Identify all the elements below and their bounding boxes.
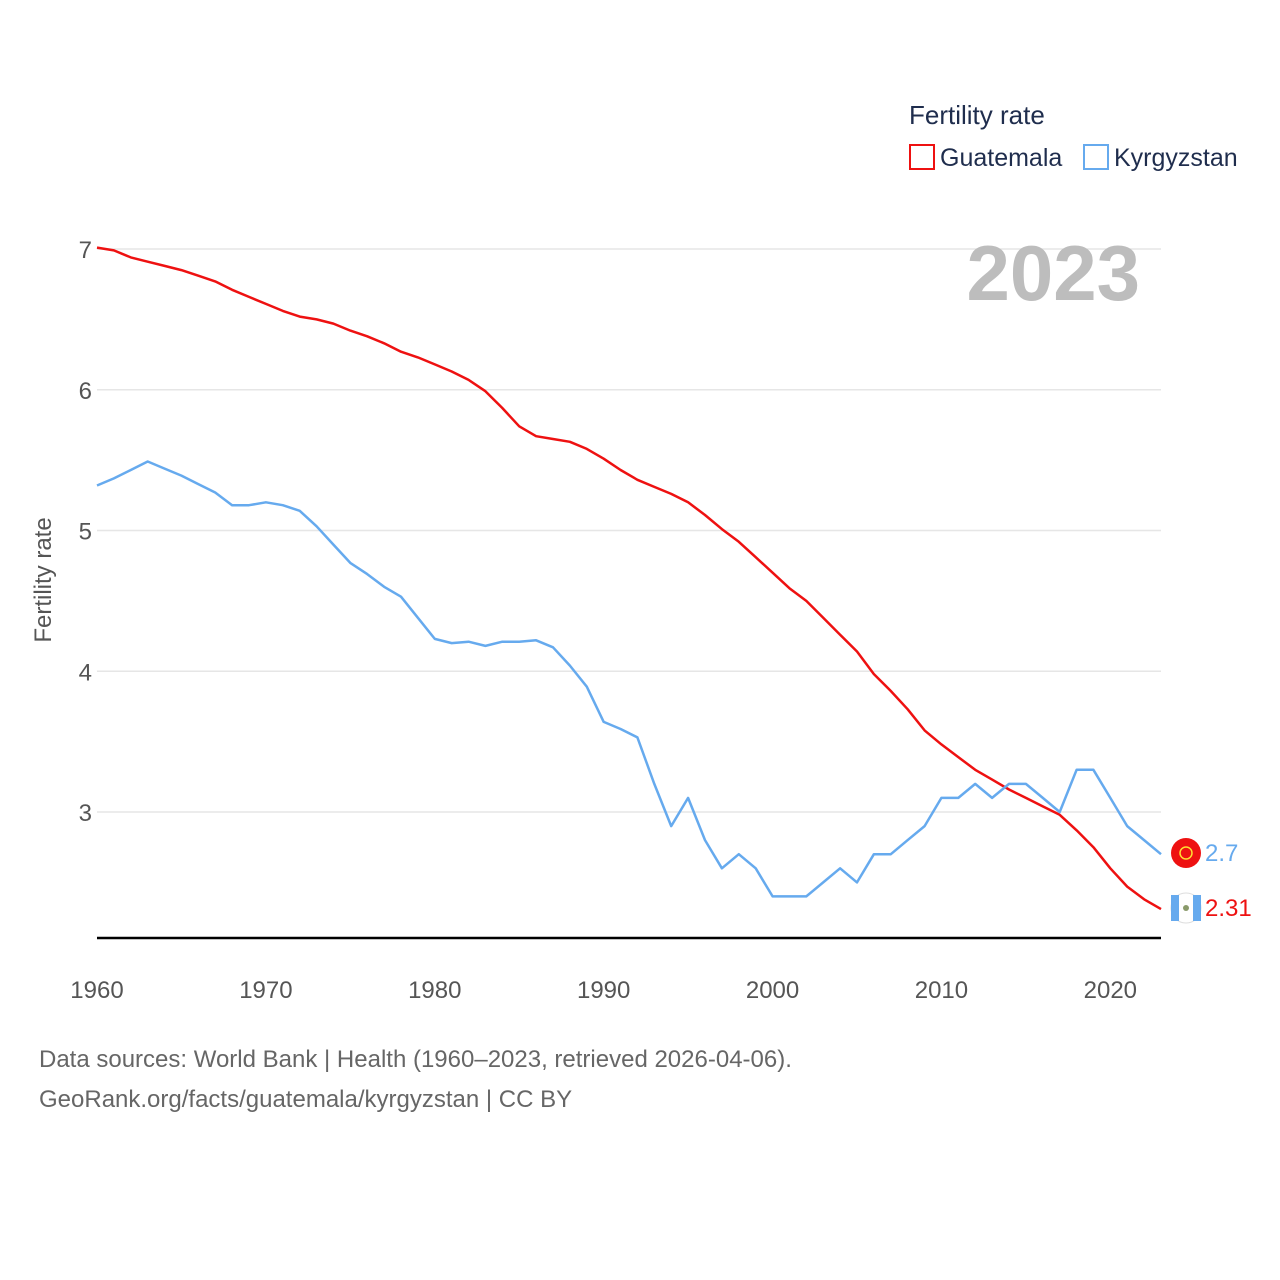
y-tick-label: 6 [79,378,92,405]
y-tick-label: 5 [79,519,92,546]
legend-label-kyrgyzstan[interactable]: Kyrgyzstan [1114,144,1238,172]
x-tick-label: 2000 [746,977,799,1004]
end-label-kyrgyzstan: 2.7 [1205,840,1238,867]
y-axis-title: Fertility rate [30,517,57,642]
x-tick-label: 1960 [70,977,123,1004]
kyrgyzstan-flag-sun-icon [1179,846,1193,860]
kyrgyzstan-flag-icon [1171,838,1201,868]
legend: Fertility rate Guatemala Kyrgyzstan [909,100,1238,172]
y-tick-label: 4 [79,659,92,686]
x-tick-label: 2020 [1084,977,1137,1004]
end-marker-kyrgyzstan: 2.7 [1171,838,1238,868]
guatemala-flag-left-band [1171,895,1179,921]
x-tick-label: 2010 [915,977,968,1004]
series-line-guatemala[interactable] [96,246,1162,911]
x-tick-label: 1990 [577,977,630,1004]
legend-label-guatemala[interactable]: Guatemala [940,144,1062,172]
series-layer [96,246,1162,911]
legend-swatch-guatemala[interactable] [909,144,935,170]
x-tick-label: 1970 [239,977,292,1004]
grid-layer [97,248,1161,813]
year-watermark: 2023 [966,229,1140,317]
legend-swatch-kyrgyzstan[interactable] [1083,144,1109,170]
end-marker-guatemala: 2.31 [1170,892,1252,924]
footer-sources: Data sources: World Bank | Health (1960–… [39,1046,792,1073]
series-line-kyrgyzstan[interactable] [96,460,1162,898]
y-tick-label: 3 [79,800,92,827]
legend-title: Fertility rate [909,100,1045,130]
y-tick-labels: 3 4 5 6 7 [79,237,92,827]
footer-attribution[interactable]: GeoRank.org/facts/guatemala/kyrgyzstan |… [39,1086,573,1113]
x-tick-labels: 1960 1970 1980 1990 2000 2010 2020 [70,977,1137,1004]
footer: Data sources: World Bank | Health (1960–… [39,1040,792,1120]
guatemala-flag-right-band [1193,895,1201,921]
y-tick-label: 7 [79,237,92,264]
guatemala-flag-emblem-icon [1183,905,1189,911]
end-label-guatemala: 2.31 [1205,895,1252,922]
x-tick-label: 1980 [408,977,461,1004]
